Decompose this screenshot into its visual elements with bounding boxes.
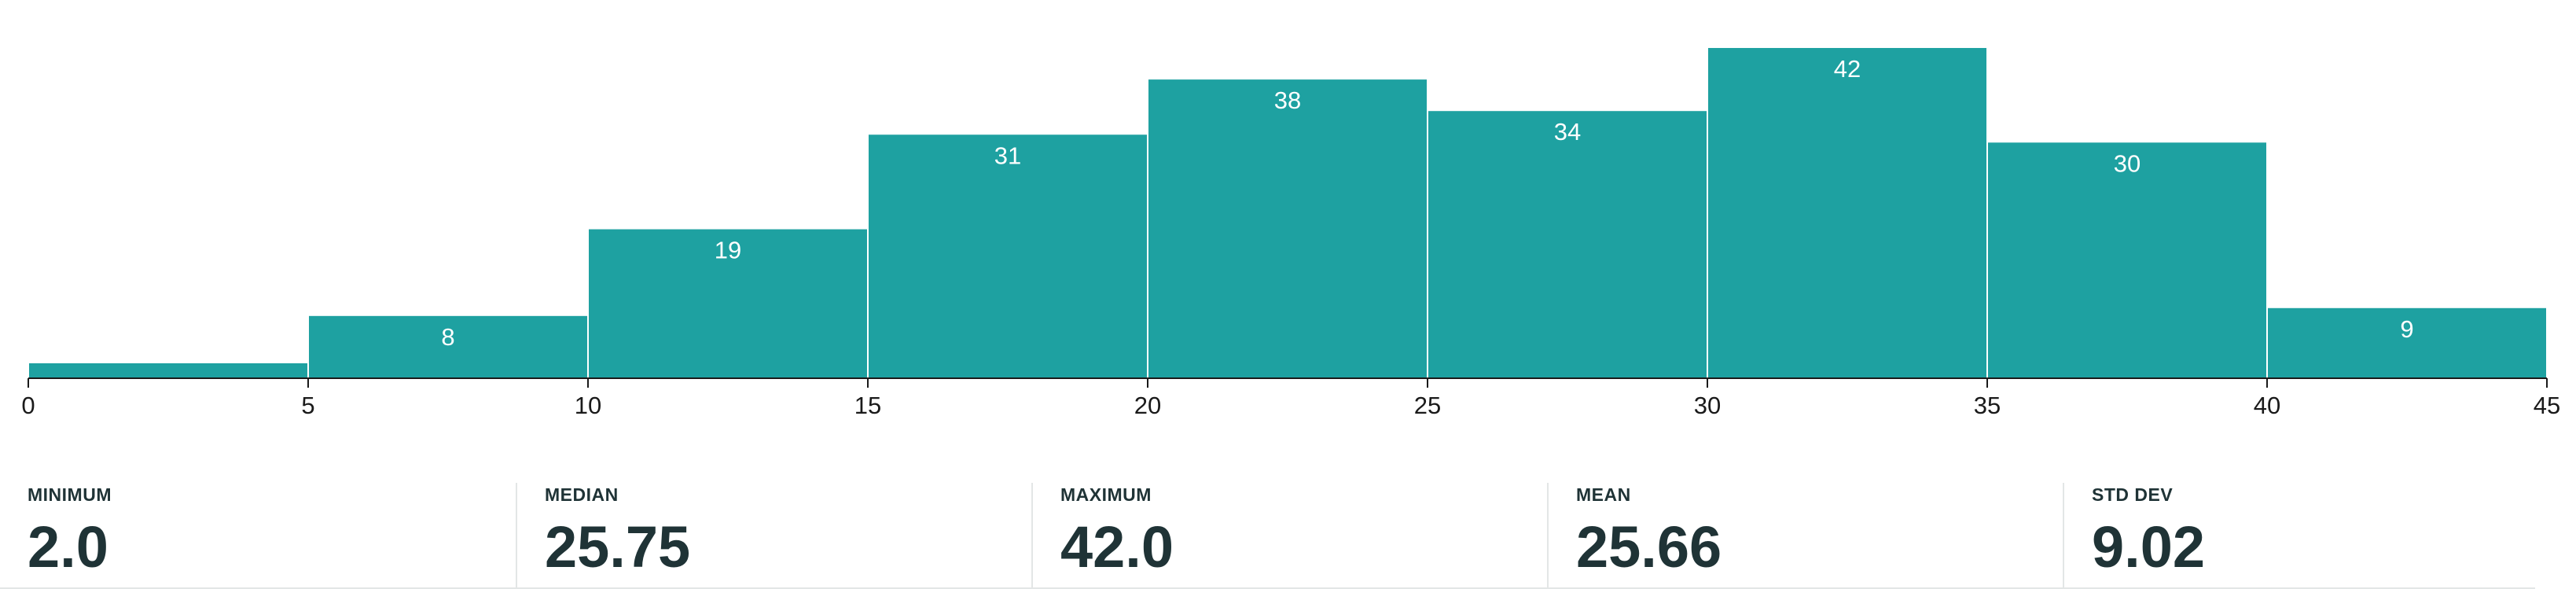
bar-value-label: 9 [2400,315,2413,343]
histogram-bar [1147,78,1428,380]
x-tick-label: 30 [1694,392,1721,419]
histogram-bar [28,361,309,380]
stat-value: 42.0 [1060,514,1174,580]
stat-label: MEAN [1576,484,1631,505]
bar-value-label: 30 [2114,149,2141,177]
bar-value-label: 34 [1554,118,1581,145]
histogram-bar [1427,109,1708,380]
x-tick-label: 45 [2534,392,2560,419]
x-tick-label: 0 [21,392,35,419]
bar-value-label: 19 [715,237,741,264]
stat-label: MAXIMUM [1060,484,1152,505]
x-tick-label: 20 [1134,392,1161,419]
x-tick-label: 35 [1974,392,2001,419]
stat-label: STD DEV [2092,484,2174,505]
stat-mean: MEAN 25.66 [1547,483,2063,589]
stat-std-dev: STD DEV 9.02 [2063,483,2535,589]
histogram-bar [307,314,589,380]
stat-value: 9.02 [2092,514,2206,580]
histogram-chart: 8 19 31 38 34 42 30 9 0 5 10 15 20 25 30 35 40 45 [21,46,2560,419]
x-tick-label: 40 [2254,392,2280,419]
stat-label: MINIMUM [28,484,112,505]
x-tick-label: 5 [301,392,314,419]
x-tick-label: 10 [575,392,601,419]
stat-median: MEDIAN 25.75 [516,483,1031,589]
stat-minimum: MINIMUM 2.0 [0,483,516,589]
x-tick-label: 15 [854,392,881,419]
stat-value: 25.66 [1576,514,1722,580]
histogram-bar [587,227,869,379]
bar-value-label: 38 [1274,87,1301,114]
histogram-bar [2266,306,2548,380]
histogram-bar [1986,141,2268,379]
summary-stats: MINIMUM 2.0 MEDIAN 25.75 MAXIMUM 42.0 ME… [0,483,2535,589]
stat-value: 25.75 [545,514,691,580]
histogram-bar [1707,46,1988,379]
stat-value: 2.0 [28,514,108,580]
histogram-svg: 8 19 31 38 34 42 30 9 0 5 10 15 20 25 30 35 40 45 [21,46,2560,419]
bar-value-label: 42 [1834,55,1861,83]
histogram-bar [867,133,1148,379]
bar-value-label: 8 [441,323,454,351]
stat-label: MEDIAN [545,484,619,505]
bar-value-label: 31 [994,142,1021,169]
stat-maximum: MAXIMUM 42.0 [1031,483,1547,589]
x-tick-label: 25 [1414,392,1441,419]
